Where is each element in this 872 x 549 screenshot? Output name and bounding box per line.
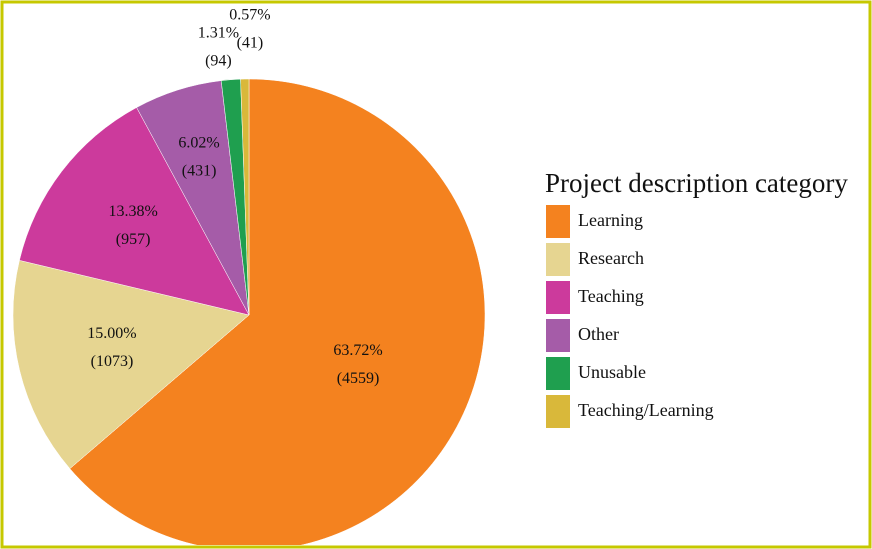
slice-percent-label: 13.38% — [108, 203, 157, 220]
legend-label: Learning — [578, 210, 643, 230]
legend-swatch — [546, 319, 570, 352]
slice-count-label: (41) — [237, 35, 264, 52]
pie-slice — [69, 78, 486, 545]
slice-count-label: (431) — [182, 162, 217, 179]
legend-title: Project description category — [545, 168, 848, 198]
pie — [12, 78, 486, 545]
pie-slice — [19, 107, 250, 316]
slice-percent-label: 6.02% — [178, 134, 219, 151]
legend-label: Research — [578, 248, 644, 268]
slice-count-label: (1073) — [91, 353, 134, 370]
legend-label: Unusable — [578, 362, 646, 382]
slice-count-label: (957) — [116, 231, 151, 248]
slice-percent-label: 0.57% — [229, 7, 270, 24]
pie-slice — [240, 78, 250, 316]
legend-label: Teaching — [578, 286, 644, 306]
slice-percent-label: 15.00% — [87, 325, 136, 342]
pie-slice — [12, 260, 250, 469]
legend-label: Teaching/Learning — [578, 400, 714, 420]
legend-swatch — [546, 357, 570, 390]
legend-swatch — [546, 243, 570, 276]
legend-label: Other — [578, 324, 619, 344]
legend-swatch — [546, 395, 570, 428]
slice-percent-label: 63.72% — [333, 342, 382, 359]
slice-percent-label: 1.31% — [198, 24, 239, 41]
slice-count-label: (4559) — [337, 370, 380, 387]
slice-count-label: (94) — [205, 52, 232, 69]
legend-swatch — [546, 205, 570, 238]
legend-swatch — [546, 281, 570, 314]
